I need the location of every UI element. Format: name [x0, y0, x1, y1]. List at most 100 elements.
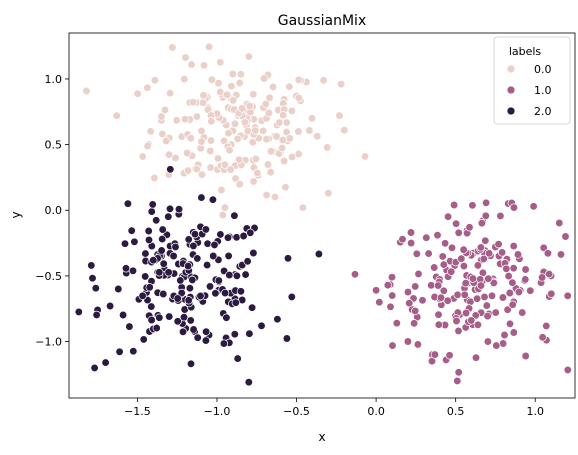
- data-point: [465, 223, 474, 232]
- y-axis-label: y: [9, 211, 23, 218]
- data-point: [208, 195, 218, 204]
- data-point: [259, 74, 269, 83]
- plot-frame: [68, 32, 576, 399]
- data-point: [243, 257, 252, 266]
- data-point: [237, 104, 247, 113]
- data-point: [253, 168, 262, 178]
- data-point: [509, 264, 518, 273]
- data-point: [454, 228, 463, 237]
- data-point: [246, 228, 255, 237]
- data-point: [434, 320, 443, 329]
- data-point: [472, 294, 482, 303]
- data-point: [240, 118, 250, 127]
- data-point: [192, 164, 201, 174]
- data-point: [187, 60, 196, 69]
- data-point: [201, 336, 211, 345]
- data-point: [227, 82, 236, 91]
- data-point: [143, 141, 152, 151]
- data-point: [340, 126, 349, 135]
- data-point: [484, 249, 494, 258]
- x-axis-label: x: [318, 430, 325, 444]
- data-point: [197, 126, 206, 136]
- data-point: [543, 249, 553, 258]
- data-point: [189, 325, 198, 334]
- data-point: [143, 83, 152, 92]
- data-point: [176, 276, 185, 285]
- data-point: [193, 333, 202, 342]
- data-point: [232, 271, 242, 280]
- data-point: [262, 190, 271, 200]
- data-point: [481, 236, 490, 245]
- data-point: [144, 235, 154, 245]
- data-point: [203, 239, 212, 248]
- data-point: [138, 152, 147, 161]
- data-point: [182, 148, 192, 158]
- data-point: [505, 319, 515, 328]
- data-point: [453, 290, 462, 299]
- data-point: [405, 299, 414, 308]
- y-tick-label: 0.0: [45, 204, 63, 217]
- y-tick-label: −1.0: [35, 336, 62, 349]
- data-point: [249, 248, 258, 258]
- data-point: [443, 296, 452, 305]
- data-point: [266, 168, 275, 177]
- data-point: [128, 266, 138, 275]
- y-tick-label: 1.0: [45, 73, 63, 86]
- data-point: [430, 350, 440, 359]
- data-point: [245, 329, 254, 338]
- data-point: [386, 302, 395, 311]
- data-point: [521, 275, 530, 284]
- data-point: [484, 274, 493, 283]
- data-point: [476, 243, 486, 252]
- data-point: [360, 152, 370, 161]
- data-point: [503, 305, 512, 314]
- data-point: [158, 225, 167, 234]
- data-point: [251, 126, 260, 135]
- data-point: [324, 189, 333, 198]
- data-point: [494, 240, 503, 249]
- data-point: [509, 203, 519, 212]
- data-point: [492, 341, 501, 350]
- data-point: [201, 327, 211, 336]
- data-point: [335, 111, 344, 120]
- data-point: [244, 378, 253, 387]
- data-point: [371, 286, 381, 295]
- data-point: [207, 117, 216, 126]
- data-point: [186, 316, 195, 325]
- legend-title: labels: [509, 45, 542, 58]
- data-point: [222, 313, 231, 322]
- data-point: [197, 137, 206, 146]
- data-point: [439, 260, 448, 269]
- data-point: [491, 308, 500, 317]
- legend-box: [493, 36, 571, 125]
- data-point: [207, 75, 217, 84]
- data-point: [92, 310, 101, 320]
- data-point: [427, 281, 436, 290]
- data-point: [180, 74, 189, 84]
- data-point: [424, 249, 433, 258]
- x-tick-label: −0.5: [283, 405, 310, 418]
- data-point: [129, 347, 138, 356]
- data-point: [468, 201, 477, 210]
- data-point: [508, 300, 517, 309]
- data-point: [226, 165, 235, 174]
- data-point: [508, 278, 517, 287]
- data-point: [258, 126, 268, 135]
- data-point: [206, 136, 216, 145]
- x-axis: −1.5 −1.0 −0.5 0.0 0.5 1.0: [124, 398, 544, 418]
- data-point: [518, 308, 527, 317]
- data-point: [298, 203, 308, 212]
- data-point: [529, 202, 538, 211]
- data-point: [266, 147, 276, 156]
- data-point: [282, 334, 292, 343]
- data-point: [439, 286, 448, 295]
- data-point: [547, 289, 556, 298]
- data-point: [169, 251, 178, 261]
- data-point: [192, 112, 202, 121]
- data-point: [171, 242, 180, 252]
- data-point: [264, 108, 274, 118]
- data-point: [211, 289, 220, 298]
- data-point: [561, 232, 570, 241]
- y-tick-label: −0.5: [35, 270, 62, 283]
